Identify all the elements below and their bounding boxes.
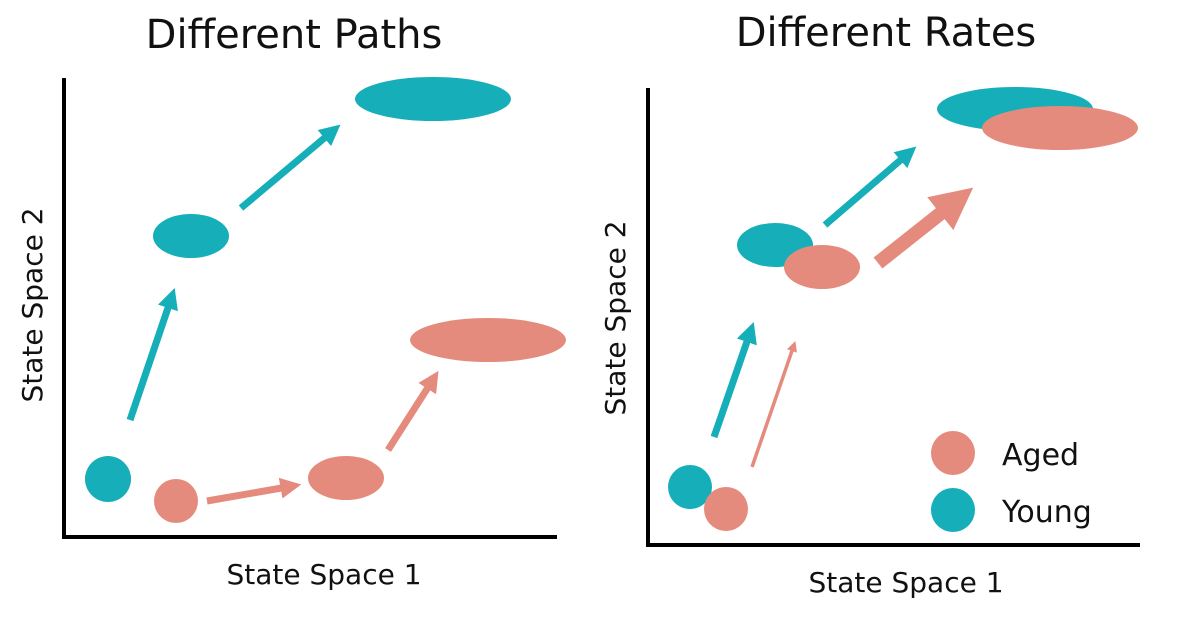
panel-different-rates: Different Rates State Space 1 State Spac… [599, 10, 1140, 599]
x-axis-label: State Space 1 [226, 558, 421, 591]
x-axis-label: State Space 1 [808, 566, 1003, 599]
young-rate-arrow [710, 322, 757, 439]
y-axis-label: State Space 2 [16, 207, 49, 402]
aged-start-state [154, 479, 198, 523]
aged-path-arrow [206, 477, 302, 505]
aged-mid-state [784, 245, 860, 289]
young-rate-arrow [822, 146, 917, 228]
young-start-state [668, 465, 712, 509]
young-path-arrow [238, 124, 341, 211]
young-mid-state [153, 214, 229, 258]
aged-rate-arrow [873, 187, 974, 269]
panel-title: Different Paths [146, 12, 443, 58]
young-end-state [355, 77, 511, 121]
y-axis-label: State Space 2 [599, 220, 632, 415]
panel-title: Different Rates [736, 10, 1037, 56]
young-start-state [85, 456, 131, 502]
aged-path-arrow [385, 370, 439, 452]
aged-start-state [704, 487, 748, 531]
legend-aged-label: Aged [1002, 438, 1079, 473]
legend-young-swatch [931, 488, 975, 532]
panel-different-paths: Different Paths State Space 1 State Spac… [16, 12, 566, 591]
aged-rate-arrow [750, 341, 797, 468]
legend-aged-swatch [931, 431, 975, 475]
young-path-arrow [126, 288, 178, 422]
legend: Aged Young [931, 431, 1092, 532]
aged-end-state [410, 318, 566, 362]
aged-end-state [982, 106, 1138, 150]
legend-young-label: Young [1001, 495, 1092, 530]
aged-mid-state [308, 456, 384, 500]
